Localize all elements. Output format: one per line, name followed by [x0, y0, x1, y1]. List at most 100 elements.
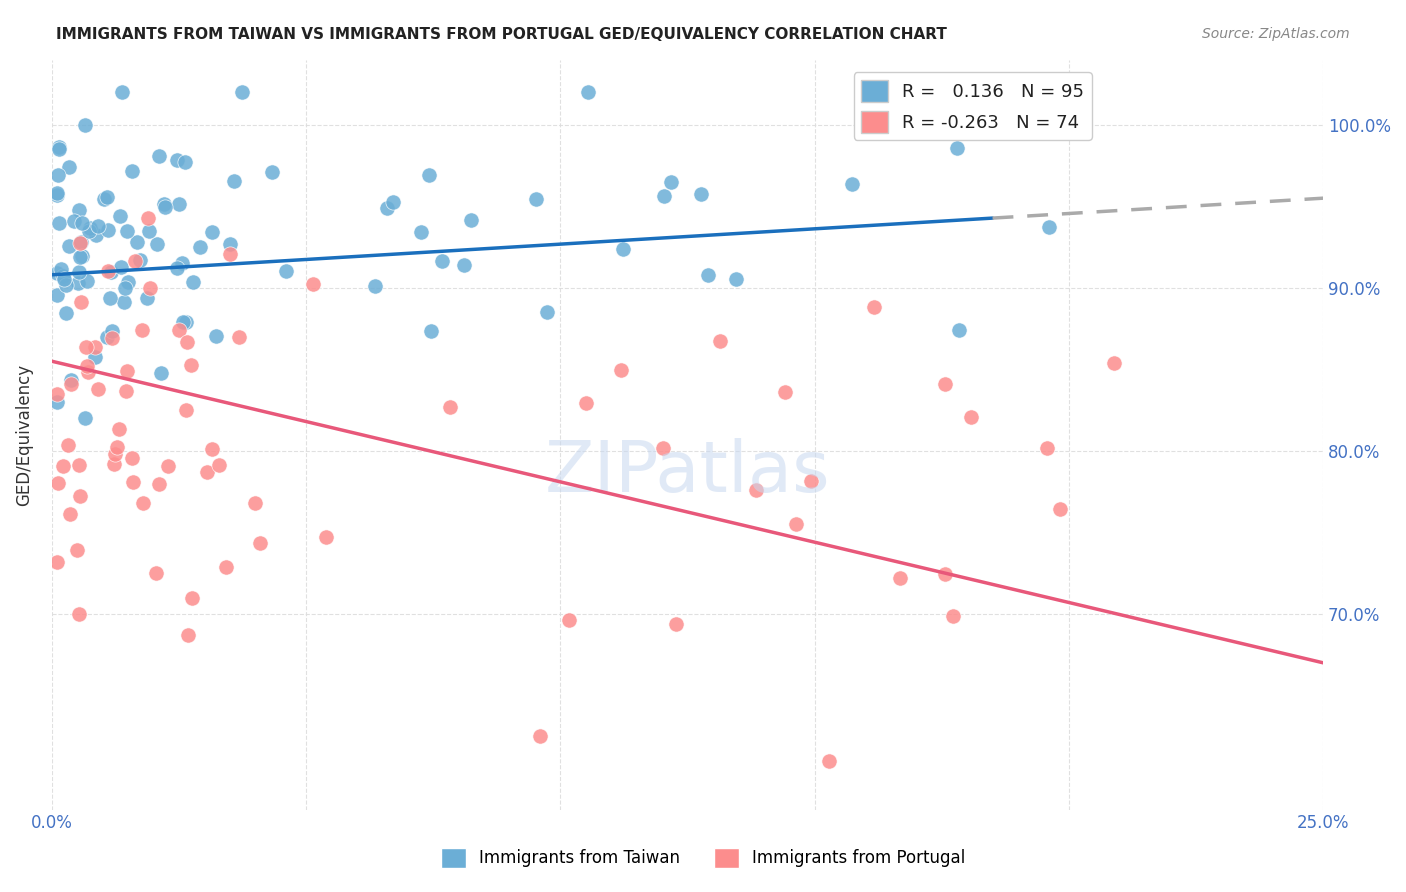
Point	[59, 507, 82, 521]
Point	[460, 213, 482, 227]
Point	[117, 364, 139, 378]
Point	[77, 365, 100, 379]
Point	[63, 214, 86, 228]
Point	[153, 200, 176, 214]
Point	[115, 224, 138, 238]
Point	[536, 305, 558, 319]
Point	[87, 219, 110, 233]
Point	[104, 447, 127, 461]
Point	[93, 192, 115, 206]
Point	[97, 264, 120, 278]
Point	[375, 202, 398, 216]
Point	[167, 323, 190, 337]
Point	[177, 628, 200, 642]
Point	[52, 459, 75, 474]
Point	[148, 149, 170, 163]
Point	[208, 458, 231, 472]
Point	[139, 280, 162, 294]
Point	[46, 476, 69, 491]
Point	[218, 236, 240, 251]
Text: Source: ZipAtlas.com: Source: ZipAtlas.com	[1202, 27, 1350, 41]
Point	[249, 535, 271, 549]
Point	[98, 291, 121, 305]
Point	[107, 422, 129, 436]
Point	[862, 300, 884, 314]
Point	[224, 174, 246, 188]
Point	[205, 328, 228, 343]
Point	[77, 224, 100, 238]
Point	[70, 295, 93, 310]
Point	[115, 384, 138, 399]
Point	[652, 441, 675, 455]
Point	[146, 237, 169, 252]
Point	[315, 530, 337, 544]
Point	[934, 567, 956, 582]
Point	[45, 187, 67, 202]
Point	[785, 516, 807, 531]
Point	[411, 226, 433, 240]
Point	[48, 217, 70, 231]
Point	[166, 261, 188, 276]
Point	[111, 85, 134, 99]
Point	[49, 261, 72, 276]
Point	[889, 571, 911, 585]
Point	[1102, 356, 1125, 370]
Point	[58, 160, 80, 174]
Point	[45, 186, 67, 200]
Point	[127, 235, 149, 249]
Point	[105, 440, 128, 454]
Point	[67, 202, 90, 217]
Point	[73, 118, 96, 132]
Point	[108, 209, 131, 223]
Point	[117, 275, 139, 289]
Point	[72, 216, 94, 230]
Point	[180, 591, 202, 606]
Point	[529, 729, 551, 743]
Point	[709, 334, 731, 348]
Point	[1036, 441, 1059, 455]
Point	[176, 334, 198, 349]
Y-axis label: GED/Equivalency: GED/Equivalency	[15, 364, 32, 506]
Point	[56, 438, 79, 452]
Point	[439, 401, 461, 415]
Point	[121, 164, 143, 178]
Point	[101, 331, 124, 345]
Text: ZIPatlas: ZIPatlas	[544, 438, 831, 507]
Point	[418, 168, 440, 182]
Point	[181, 275, 204, 289]
Point	[75, 340, 97, 354]
Point	[231, 85, 253, 99]
Point	[364, 278, 387, 293]
Point	[166, 153, 188, 167]
Point	[69, 490, 91, 504]
Point	[612, 242, 634, 256]
Point	[122, 475, 145, 490]
Point	[652, 189, 675, 203]
Point	[129, 253, 152, 268]
Point	[96, 190, 118, 204]
Point	[960, 410, 983, 425]
Point	[132, 496, 155, 510]
Point	[97, 222, 120, 236]
Point	[174, 155, 197, 169]
Point	[689, 186, 711, 201]
Point	[87, 382, 110, 396]
Point	[114, 281, 136, 295]
Point	[576, 85, 599, 99]
Point	[121, 450, 143, 465]
Point	[66, 543, 89, 558]
Point	[112, 295, 135, 310]
Point	[609, 363, 631, 377]
Point	[214, 560, 236, 574]
Point	[934, 377, 956, 392]
Point	[53, 271, 76, 285]
Point	[110, 260, 132, 274]
Point	[70, 249, 93, 263]
Point	[55, 277, 77, 292]
Point	[96, 330, 118, 344]
Legend: Immigrants from Taiwan, Immigrants from Portugal: Immigrants from Taiwan, Immigrants from …	[434, 841, 972, 875]
Point	[176, 315, 198, 329]
Point	[946, 141, 969, 155]
Point	[69, 250, 91, 264]
Point	[58, 239, 80, 253]
